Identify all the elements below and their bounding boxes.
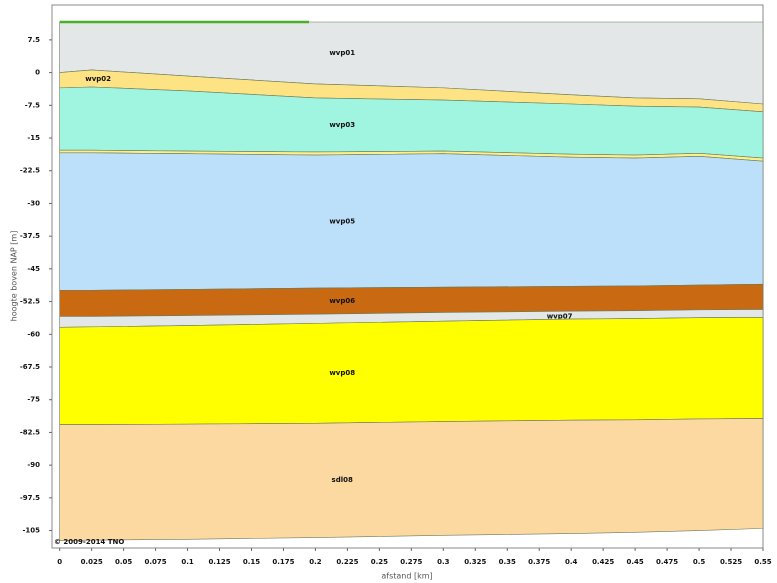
y-tick-label: -22.5 (20, 167, 40, 175)
layer (59, 316, 764, 425)
layer-label: wvp02 (85, 75, 111, 83)
y-axis-label: hoogte boven NAP [m] (10, 231, 19, 322)
layer (59, 152, 764, 291)
x-tick-label: 0.35 (499, 558, 516, 566)
y-tick-label: -105 (22, 527, 40, 535)
x-tick-label: 0.025 (81, 558, 103, 566)
y-tick-label: -45 (27, 265, 40, 273)
y-tick-label: -97.5 (20, 494, 40, 502)
y-tick-label: -30 (27, 199, 40, 207)
x-tick-label: 0.325 (464, 558, 486, 566)
y-tick-label: -90 (27, 461, 40, 469)
y-tick-label: -67.5 (20, 363, 40, 371)
layer (59, 418, 764, 541)
layer-label: wvp08 (329, 369, 355, 377)
layer-label: wvp01 (329, 49, 355, 57)
x-tick-label: 0.275 (400, 558, 422, 566)
x-tick-label: 0.425 (592, 558, 614, 566)
y-tick-label: -37.5 (20, 232, 40, 240)
copyright: © 2009-2014 TNO (54, 538, 124, 546)
x-tick-label: 0.55 (754, 558, 771, 566)
x-tick-label: 0.45 (626, 558, 643, 566)
layer-label: wvp05 (329, 217, 355, 225)
x-tick-label: 0.225 (336, 558, 358, 566)
layer-label: wvp06 (329, 297, 355, 305)
x-tick-label: 0.4 (565, 558, 578, 566)
y-tick-label: -15 (27, 134, 40, 142)
y-tick-label: -7.5 (25, 101, 40, 109)
x-tick-label: 0.25 (371, 558, 388, 566)
x-tick-label: 0.05 (115, 558, 132, 566)
x-tick-label: 0.15 (243, 558, 260, 566)
y-tick-label: 0 (35, 69, 40, 77)
layer-label: wvp07 (547, 312, 573, 320)
x-tick-label: 0.075 (145, 558, 167, 566)
x-tick-label: 0.475 (656, 558, 678, 566)
x-tick-label: 0.175 (272, 558, 294, 566)
x-tick-label: 0.1 (181, 558, 194, 566)
y-tick-label: 7.5 (28, 36, 41, 44)
y-tick-label: -75 (27, 396, 40, 404)
x-axis-label: afstand [km] (381, 572, 432, 581)
x-tick-label: 0.5 (693, 558, 706, 566)
y-tick-label: -60 (27, 330, 40, 338)
x-tick-label: 0.2 (309, 558, 322, 566)
y-tick-label: -52.5 (20, 298, 40, 306)
x-tick-label: 0.125 (208, 558, 230, 566)
x-tick-label: 0.525 (720, 558, 742, 566)
x-tick-label: 0.3 (437, 558, 450, 566)
y-tick-label: -82.5 (20, 428, 40, 436)
x-tick-label: 0 (57, 558, 62, 566)
layer-label: wvp03 (329, 121, 355, 129)
layer-label: sdl08 (332, 476, 353, 484)
x-tick-label: 0.375 (528, 558, 550, 566)
